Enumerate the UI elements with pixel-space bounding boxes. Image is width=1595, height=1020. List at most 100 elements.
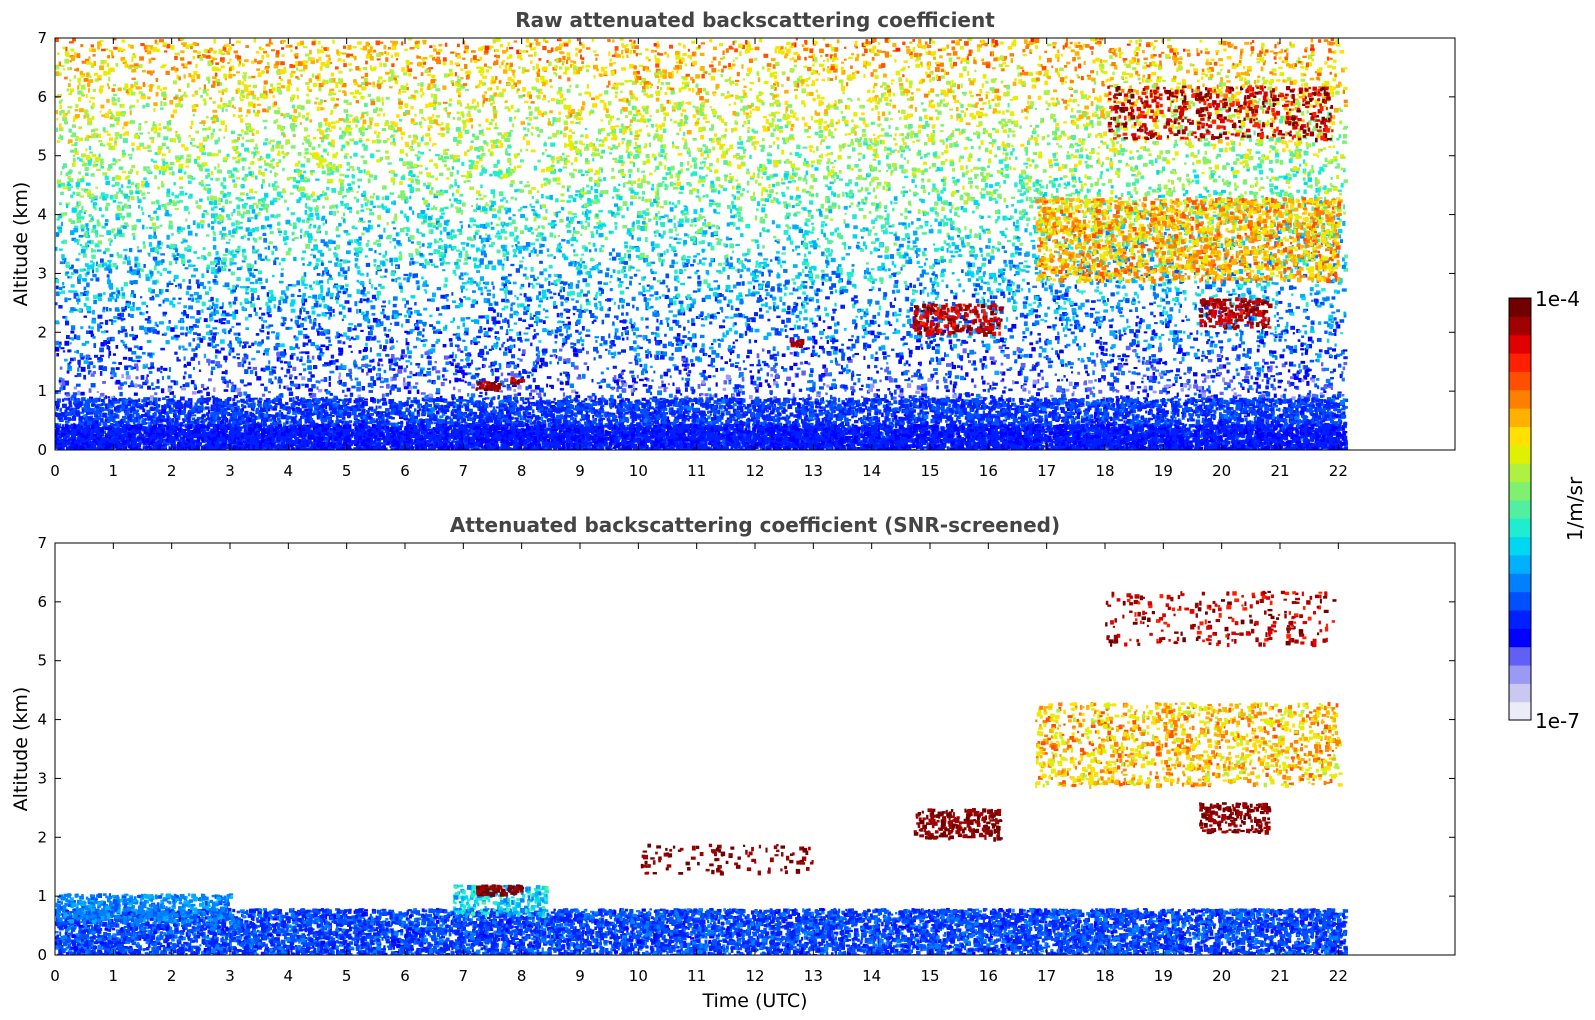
heatmap-cell	[422, 373, 428, 377]
heatmap-cell	[1333, 289, 1338, 294]
heatmap-cell	[840, 270, 843, 275]
heatmap-cell	[112, 361, 117, 365]
heatmap-cell	[612, 321, 615, 325]
heatmap-cell	[1219, 346, 1224, 349]
heatmap-cell	[727, 299, 733, 304]
heatmap-cell	[304, 342, 309, 346]
heatmap-cell	[927, 336, 931, 340]
heatmap-cell	[1115, 280, 1119, 283]
heatmap-cell	[918, 308, 922, 313]
heatmap-cell	[245, 327, 249, 331]
heatmap-cell	[347, 294, 352, 298]
heatmap-cell	[517, 384, 522, 390]
heatmap-cell	[69, 337, 73, 340]
heatmap-cell	[740, 269, 744, 273]
heatmap-cell	[759, 367, 763, 371]
heatmap-cell	[1006, 353, 1010, 359]
heatmap-cell	[383, 378, 389, 383]
heatmap-cell	[111, 291, 116, 295]
heatmap-cell	[630, 389, 634, 393]
heatmap-cell	[332, 284, 338, 289]
heatmap-cell	[478, 281, 482, 285]
heatmap-cell	[685, 377, 691, 381]
heatmap-cell	[563, 341, 568, 344]
heatmap-cell	[800, 348, 805, 354]
heatmap-cell	[1056, 385, 1061, 391]
heatmap-cell	[271, 274, 275, 278]
heatmap-cell	[884, 336, 890, 340]
heatmap-cell	[525, 276, 529, 280]
heatmap-cell	[337, 259, 341, 263]
heatmap-cell	[869, 319, 874, 325]
heatmap-cell	[1298, 330, 1302, 333]
heatmap-cell	[1061, 378, 1064, 382]
heatmap-cell	[136, 359, 141, 363]
heatmap-cell	[844, 328, 847, 331]
heatmap-cell	[876, 335, 880, 339]
heatmap-cell	[684, 268, 687, 272]
heatmap-cell	[325, 292, 330, 297]
heatmap-cell	[885, 314, 889, 318]
heatmap-cell	[595, 291, 599, 295]
heatmap-cell	[1276, 323, 1280, 328]
heatmap-cell	[544, 277, 547, 282]
heatmap-cell	[352, 328, 357, 331]
heatmap-cell	[674, 286, 678, 292]
heatmap-cell	[64, 297, 68, 303]
heatmap-cell	[212, 327, 218, 330]
heatmap-cell	[149, 366, 155, 369]
heatmap-cell	[888, 274, 893, 279]
heatmap-cell	[1153, 264, 1159, 268]
heatmap-cell	[1129, 309, 1133, 313]
heatmap-cell	[1098, 325, 1102, 329]
heatmap-cell	[64, 380, 69, 386]
heatmap-cell	[503, 305, 509, 309]
heatmap-cell	[173, 279, 176, 282]
heatmap-cell	[350, 378, 353, 381]
heatmap-cell	[1162, 298, 1166, 302]
heatmap-cell	[523, 311, 528, 316]
heatmap-cell	[683, 368, 688, 371]
heatmap-cell	[267, 390, 271, 394]
heatmap-cell	[1207, 370, 1212, 374]
heatmap-cell	[923, 262, 927, 266]
heatmap-cell	[872, 278, 878, 282]
heatmap-cell	[639, 363, 643, 368]
heatmap-cell	[229, 340, 232, 344]
heatmap-cell	[652, 277, 656, 281]
heatmap-cell	[279, 393, 284, 398]
heatmap-cell	[667, 288, 670, 293]
heatmap-cell	[1321, 362, 1324, 367]
heatmap-cell	[78, 362, 81, 368]
heatmap-cell	[585, 334, 591, 337]
heatmap-cell	[770, 373, 774, 377]
heatmap-cell	[408, 272, 412, 277]
heatmap-cell	[866, 271, 871, 275]
heatmap-cell	[1118, 364, 1124, 368]
heatmap-cell	[1148, 385, 1153, 391]
heatmap-cell	[365, 336, 371, 341]
heatmap-cell	[254, 311, 258, 316]
heatmap-cell	[973, 288, 978, 292]
heatmap-cell	[724, 361, 729, 365]
heatmap-cell	[756, 270, 762, 274]
heatmap-cell	[122, 329, 127, 332]
heatmap-cell	[892, 396, 897, 400]
heatmap-cell	[1029, 342, 1034, 346]
heatmap-cell	[132, 366, 136, 370]
heatmap-cell	[776, 351, 780, 357]
heatmap-cell	[712, 394, 716, 397]
heatmap-cell	[829, 286, 833, 290]
heatmap-cell	[890, 392, 893, 398]
heatmap-cell	[121, 341, 126, 344]
heatmap-cell	[227, 344, 231, 347]
heatmap-cell	[182, 348, 188, 351]
heatmap-cell	[993, 382, 998, 386]
heatmap-cell	[524, 297, 529, 302]
heatmap-cell	[700, 311, 704, 316]
heatmap-cell	[513, 389, 517, 393]
heatmap-cell	[804, 266, 808, 269]
heatmap-cell	[221, 302, 224, 308]
heatmap-cell	[338, 379, 343, 385]
heatmap-cell	[393, 313, 399, 319]
